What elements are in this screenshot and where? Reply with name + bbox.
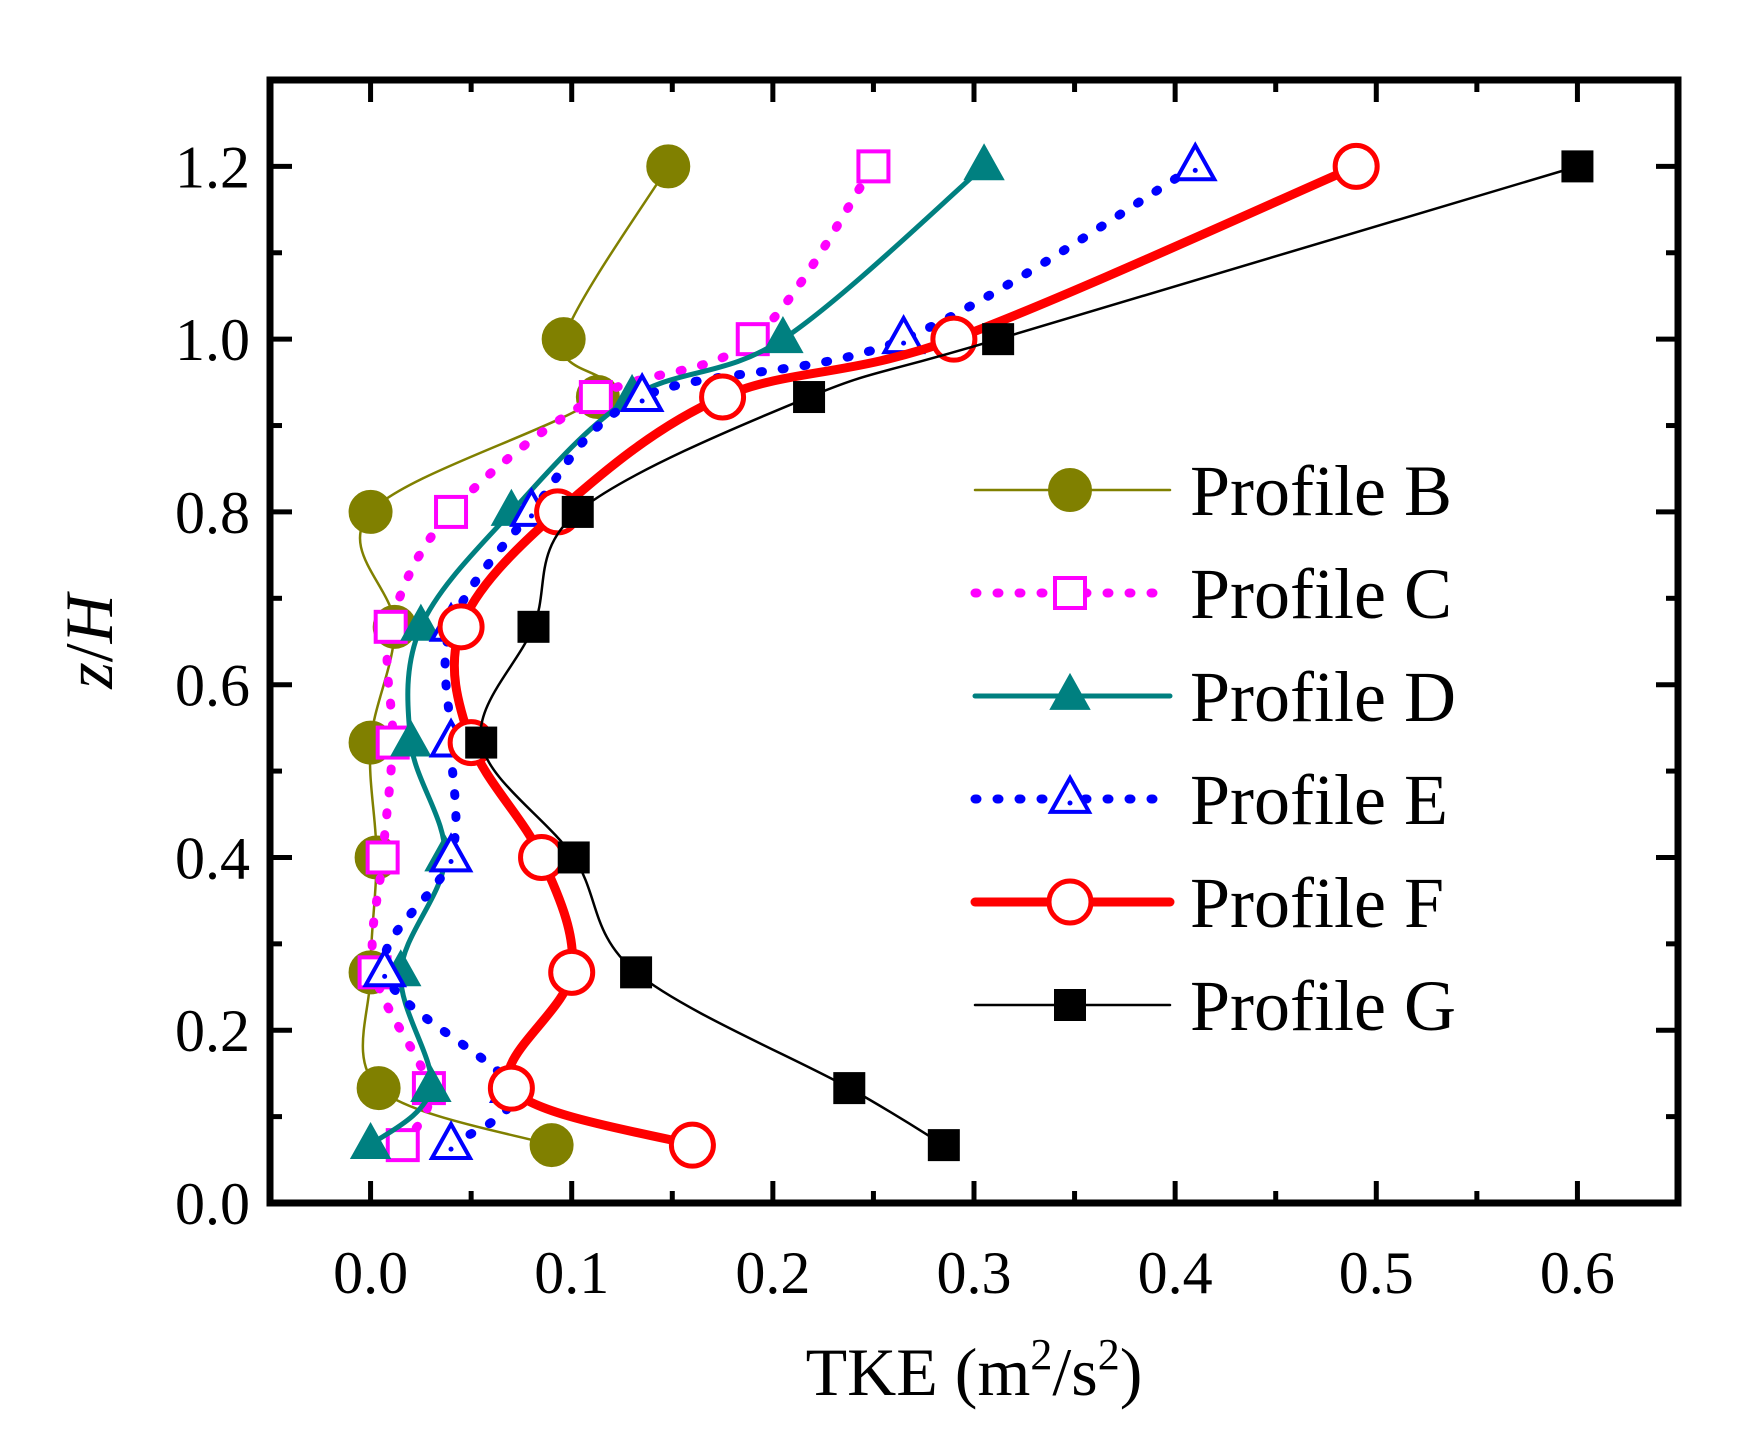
x-tick-label: 0.0 bbox=[333, 1240, 408, 1306]
data-point-profile-e-dot bbox=[639, 398, 645, 404]
data-point-profile-f bbox=[668, 1121, 716, 1169]
x-tick-label: 0.5 bbox=[1339, 1240, 1414, 1306]
x-tick-label: 0.4 bbox=[1138, 1240, 1213, 1306]
data-point-profile-c bbox=[856, 149, 891, 184]
legend-label-profile-d: Profile D bbox=[1190, 657, 1456, 737]
legend-marker-profile-e bbox=[1047, 773, 1093, 814]
legend-marker-profile-g bbox=[1054, 989, 1086, 1021]
data-point-profile-f bbox=[1332, 142, 1380, 190]
data-point-profile-b bbox=[541, 317, 586, 362]
data-point-profile-c bbox=[365, 840, 400, 875]
data-point-profile-d bbox=[762, 316, 804, 354]
data-point-profile-d bbox=[410, 1064, 452, 1103]
legend-marker-profile-f bbox=[1046, 878, 1094, 926]
x-tick-label: 0.2 bbox=[735, 1240, 810, 1306]
data-point-profile-g bbox=[1561, 150, 1594, 183]
data-point-profile-f bbox=[548, 948, 596, 996]
data-point-profile-c bbox=[578, 380, 613, 415]
x-tick-label: 0.6 bbox=[1540, 1240, 1615, 1306]
data-point-profile-g bbox=[927, 1129, 960, 1162]
data-point-profile-g bbox=[833, 1072, 866, 1105]
legend-item-profile-b: Profile B bbox=[973, 451, 1452, 531]
data-point-profile-e-dot bbox=[528, 513, 534, 519]
data-point-profile-b bbox=[646, 144, 691, 189]
y-tick-label: 0.2 bbox=[175, 998, 250, 1064]
data-point-profile-e bbox=[428, 1119, 474, 1161]
data-point-profile-d bbox=[349, 1121, 392, 1160]
data-point-profile-d bbox=[390, 719, 432, 757]
data-point-profile-g bbox=[561, 495, 594, 528]
y-tick-label: 0.0 bbox=[175, 1171, 250, 1237]
legend: Profile B Profile C Profile D Profile E Prof… bbox=[970, 451, 1456, 1046]
y-tick-label: 0.8 bbox=[175, 480, 250, 546]
legend-item-profile-d: Profile D bbox=[972, 657, 1456, 737]
data-point-profile-e-dot bbox=[448, 1146, 454, 1152]
legend-item-profile-e: Profile E bbox=[970, 760, 1448, 840]
legend-label-profile-b: Profile B bbox=[1190, 451, 1452, 531]
series-layer bbox=[348, 141, 1594, 1169]
x-axis-title: TKE (m2/s2) bbox=[806, 1330, 1143, 1410]
legend-marker-profile-c bbox=[1053, 576, 1087, 610]
data-point-profile-f bbox=[930, 315, 978, 363]
data-point-profile-g bbox=[982, 323, 1015, 356]
data-point-profile-g bbox=[793, 381, 826, 414]
data-point-profile-g bbox=[517, 610, 550, 643]
legend-label-profile-e: Profile E bbox=[1190, 760, 1448, 840]
data-point-profile-e bbox=[362, 947, 408, 988]
data-point-profile-f bbox=[699, 373, 747, 421]
data-point-profile-d bbox=[963, 143, 1005, 181]
data-point-profile-f bbox=[437, 603, 485, 651]
series-line-profile-d bbox=[368, 163, 987, 1148]
y-tick-label: 0.6 bbox=[175, 653, 250, 719]
x-tick-label: 0.1 bbox=[534, 1240, 609, 1306]
data-point-profile-e-dot bbox=[1192, 167, 1198, 173]
data-point-profile-g bbox=[557, 841, 590, 874]
series-profile-b bbox=[348, 144, 691, 1168]
data-point-profile-f bbox=[487, 1064, 535, 1112]
legend-item-profile-f: Profile F bbox=[970, 863, 1444, 943]
legend-item-profile-c: Profile C bbox=[970, 554, 1452, 634]
series-profile-f bbox=[437, 142, 1380, 1169]
data-point-profile-g bbox=[465, 726, 498, 759]
x-tick-label: 0.3 bbox=[937, 1240, 1012, 1306]
data-point-profile-c bbox=[373, 609, 408, 644]
data-point-profile-c bbox=[434, 494, 469, 529]
data-point-profile-e bbox=[619, 371, 665, 412]
legend-marker-profile-d bbox=[1049, 672, 1091, 710]
y-axis-title: z/H bbox=[51, 590, 127, 689]
legend-marker-profile-b bbox=[1048, 468, 1092, 512]
legend-label-profile-c: Profile C bbox=[1190, 554, 1452, 634]
y-tick-label: 1.2 bbox=[175, 134, 250, 200]
plot-frame bbox=[266, 76, 1682, 1207]
data-point-profile-d bbox=[400, 603, 442, 641]
series-profile-g bbox=[465, 150, 1594, 1162]
data-point-profile-e bbox=[1172, 141, 1218, 182]
data-point-profile-f bbox=[518, 833, 566, 881]
data-point-profile-e-dot bbox=[448, 858, 454, 864]
y-tick-label: 1.0 bbox=[175, 307, 250, 373]
series-line-profile-c bbox=[367, 161, 878, 1150]
legend-label-profile-g: Profile G bbox=[1190, 966, 1456, 1046]
data-point-profile-e-dot bbox=[382, 973, 388, 979]
legend-marker-profile-e-dot bbox=[1067, 800, 1073, 806]
data-point-profile-b bbox=[356, 1066, 401, 1111]
data-point-profile-c bbox=[385, 1128, 420, 1163]
y-tick-label: 0.4 bbox=[175, 825, 250, 891]
data-point-profile-b bbox=[529, 1123, 574, 1168]
ticks-layer: 0.0 0.1 0.2 0.3 0.4 0.5 0.6 0.0 0.2 0.4 0.6 0.8 1.0 1… bbox=[175, 77, 1681, 1306]
data-point-profile-e-dot bbox=[901, 340, 907, 346]
legend-label-profile-f: Profile F bbox=[1190, 863, 1444, 943]
data-point-profile-b bbox=[348, 489, 393, 534]
series-profile-c bbox=[357, 149, 891, 1163]
data-point-profile-g bbox=[620, 956, 653, 989]
data-point-profile-e bbox=[428, 832, 474, 873]
legend-item-profile-g: Profile G bbox=[973, 966, 1456, 1046]
series-profile-d bbox=[349, 143, 1005, 1160]
